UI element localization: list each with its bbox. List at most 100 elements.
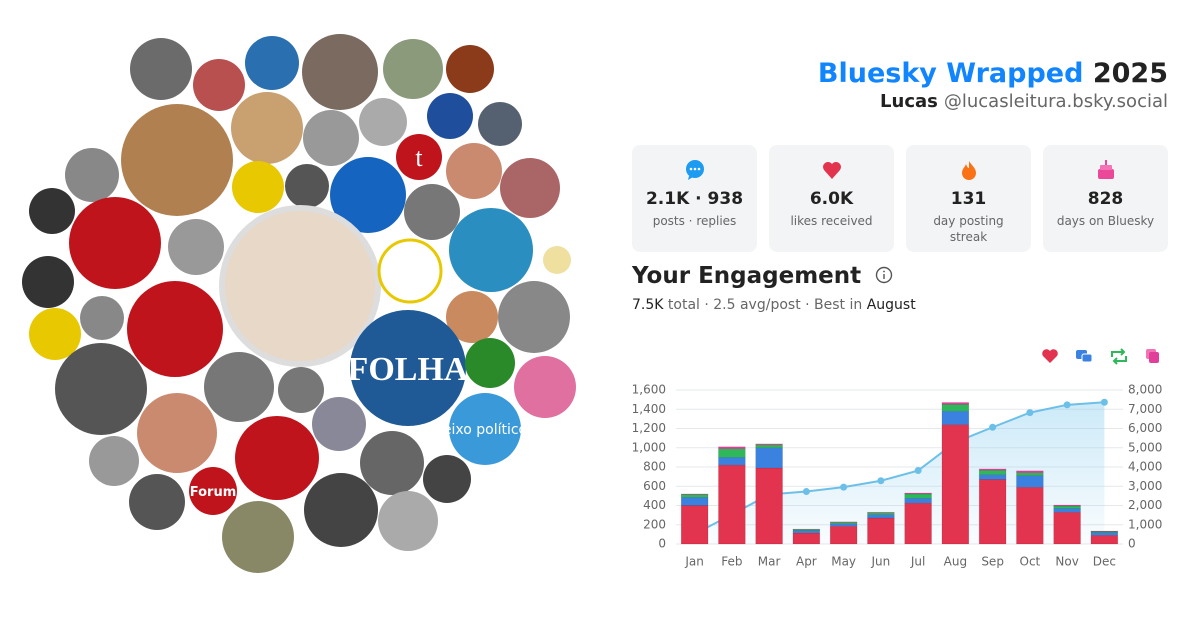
avatar-text: Forum (190, 485, 237, 500)
bar-segment (680, 494, 709, 498)
stats: 2.1K · 938 posts · replies 6.0K likes rece… (632, 145, 1168, 252)
avatar (22, 256, 74, 308)
x-tick-label: Aug (944, 555, 967, 569)
x-tick-label: Dec (1093, 555, 1116, 569)
x-tick-label: Jan (684, 555, 704, 569)
avatar (465, 338, 515, 388)
stat-card: 2.1K · 938 posts · replies (632, 145, 757, 252)
avatar (377, 238, 443, 304)
avatar (423, 455, 471, 503)
yticks-label: 1,600 (632, 383, 666, 397)
y2ticks-label: 0 (1128, 537, 1136, 551)
avatar (500, 158, 560, 218)
avatar (514, 356, 576, 418)
avatar-cloud: FOLHA eixo político Forum t (22, 34, 576, 573)
avatar (55, 343, 147, 435)
avatar (378, 491, 438, 551)
avatar (449, 208, 533, 292)
y2ticks-label: 7,000 (1128, 402, 1162, 416)
bar-segment (1053, 504, 1081, 507)
bar-segment (792, 532, 821, 545)
bar-segment (718, 464, 746, 545)
avatar-text: t (415, 143, 423, 172)
yticks-label: 400 (643, 498, 666, 512)
x-tick-label: Sep (981, 555, 1004, 569)
cumulative-point (989, 423, 997, 431)
best-month: August (866, 297, 916, 313)
bar-segment (867, 512, 895, 515)
avatar (302, 34, 378, 110)
avatar-text: eixo político (443, 422, 527, 438)
bar-segment (1090, 531, 1119, 533)
yticks-label: 0 (658, 537, 666, 551)
x-tick-label: Jul (910, 555, 925, 569)
cumulative-point (691, 530, 699, 538)
icon (961, 161, 976, 180)
avatar (193, 59, 245, 111)
bar-segment (1090, 535, 1119, 545)
x-tick-label: Oct (1020, 555, 1041, 569)
avatar (383, 39, 443, 99)
stat-card: 131 day posting streak (906, 145, 1031, 252)
x-tick-label: Feb (721, 555, 742, 569)
bar-segment (1053, 508, 1081, 513)
bar-segment (941, 410, 970, 425)
cumulative-point (728, 511, 736, 519)
avatar (446, 45, 494, 93)
bar-segment (792, 530, 821, 534)
avatar (222, 501, 294, 573)
avatar (189, 467, 237, 515)
legend (1042, 348, 1159, 365)
y2ticks-label: 5,000 (1128, 440, 1162, 454)
icon (685, 160, 704, 180)
bar-segment (1053, 505, 1081, 509)
avatar (285, 164, 329, 208)
user: Lucas @lucasleitura.bsky.social (818, 91, 1168, 112)
bar-segment (904, 492, 932, 495)
stat-card: 6.0K likes received (769, 145, 894, 252)
icon (822, 162, 841, 179)
x-tick-label: May (831, 555, 856, 569)
bar-segment (792, 529, 821, 531)
avatar (65, 148, 119, 202)
y2ticks-label: 6,000 (1128, 421, 1162, 435)
bar-segment (680, 497, 709, 506)
yticks-label: 1,400 (632, 402, 666, 416)
avatar (130, 38, 192, 100)
avatar (498, 281, 570, 353)
stat-label: likes received (790, 214, 873, 228)
bar-segment (904, 493, 932, 499)
summary: 7.5K total · 2.5 avg/post · Best in Augu… (632, 297, 916, 313)
bar-segment (755, 444, 783, 449)
bar-segment (978, 468, 1007, 471)
cumulative-point (914, 467, 922, 475)
title-text: Bluesky Wrapped (817, 58, 1084, 89)
avatar (80, 296, 124, 340)
icon (1097, 160, 1114, 179)
info-icon[interactable] (875, 266, 893, 284)
y2ticks-label: 2,000 (1128, 498, 1162, 512)
yticks-label: 600 (643, 479, 666, 493)
avatar (427, 93, 473, 139)
bar-segment (1090, 532, 1119, 536)
bar-segment (904, 502, 932, 545)
cumulative-point (877, 477, 885, 485)
avatar (235, 416, 319, 500)
bar-segment (978, 470, 1007, 475)
bar-segment (680, 505, 709, 545)
x-tick-label: Apr (796, 555, 817, 569)
cumulative-point (1100, 398, 1108, 406)
summary-text: total · 2.5 avg/post · Best in (663, 297, 867, 313)
yticks-label: 1,200 (632, 421, 666, 435)
bar-segment (978, 474, 1007, 480)
cumulative-point (951, 438, 959, 446)
avatar (245, 36, 299, 90)
yticks-label: 1,000 (632, 440, 666, 454)
avatar (232, 161, 284, 213)
legend-replies (1076, 350, 1093, 363)
y2ticks-label: 8,000 (1128, 383, 1162, 397)
stat-label: days on Bluesky (1056, 214, 1155, 228)
section-title: Your Engagement (632, 263, 916, 289)
bar-segment (755, 467, 783, 545)
